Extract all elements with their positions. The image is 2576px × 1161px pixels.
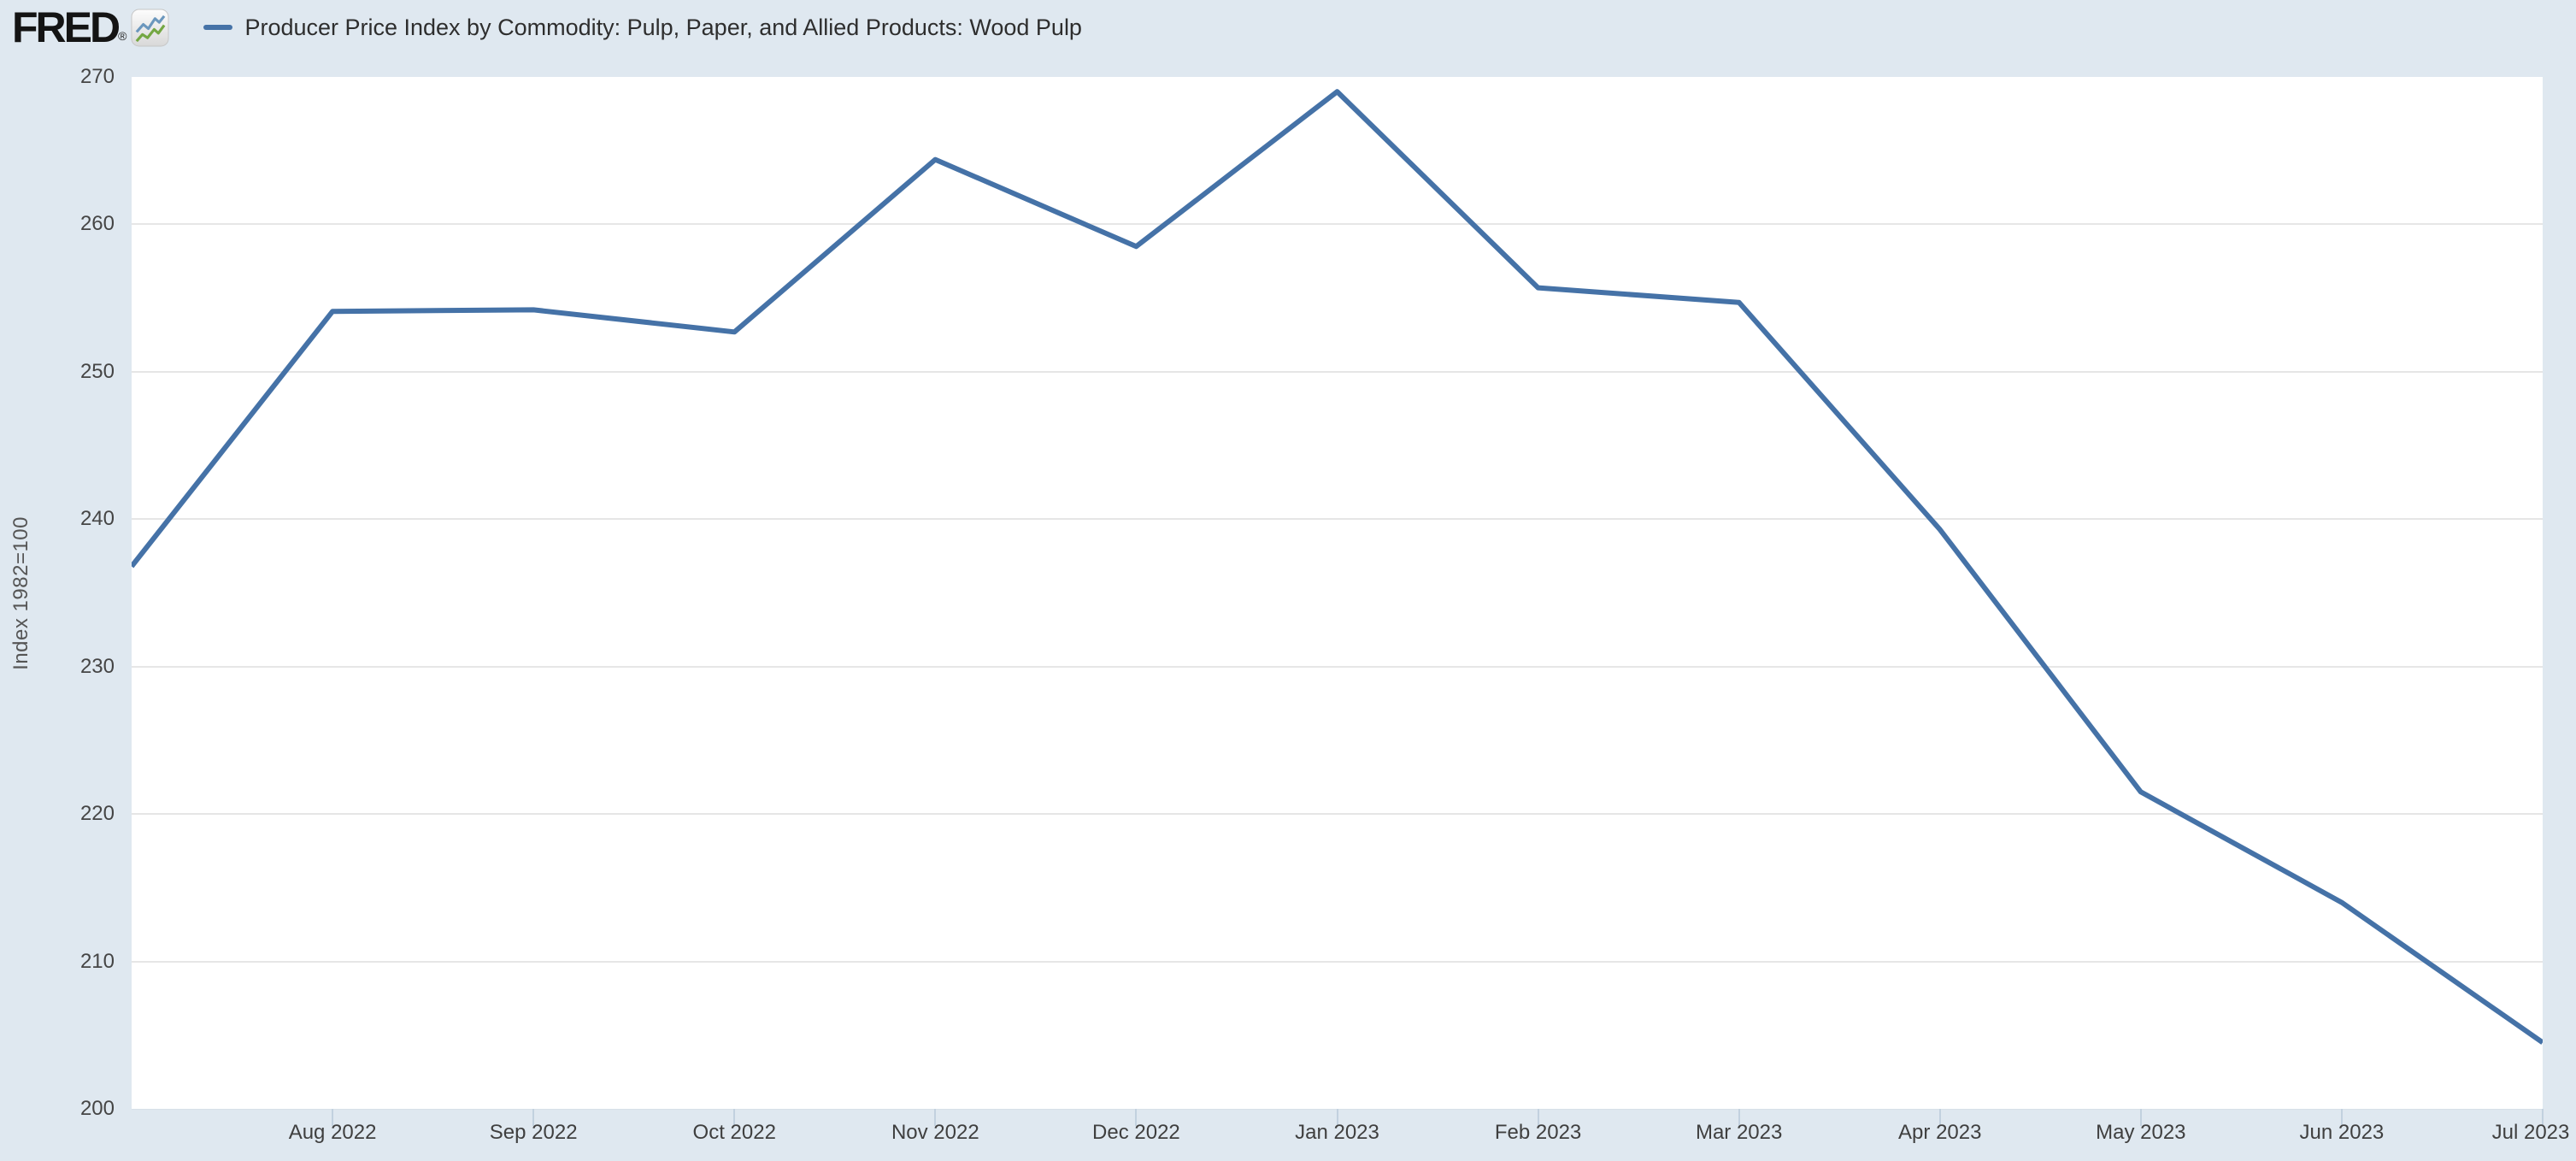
y-tick-label: 230 — [79, 654, 115, 678]
gridline — [132, 370, 2543, 373]
gridline — [132, 665, 2543, 668]
x-tick-label: Nov 2022 — [891, 1121, 979, 1144]
x-tick-mark — [1336, 1109, 1338, 1126]
x-tick-mark — [1537, 1109, 1539, 1126]
plot-area[interactable] — [132, 77, 2543, 1110]
legend: Producer Price Index by Commodity: Pulp,… — [203, 15, 1082, 41]
y-tick-label: 220 — [79, 802, 115, 826]
x-tick-mark — [1938, 1109, 1941, 1126]
x-tick-label: Dec 2022 — [1092, 1121, 1180, 1144]
x-tick-mark — [2340, 1109, 2343, 1126]
x-tick-label: Jul 2023 — [2491, 1121, 2570, 1144]
y-tick-label: 200 — [79, 1097, 115, 1120]
x-tick-label: Oct 2022 — [692, 1121, 776, 1144]
y-axis-title: Index 1982=100 — [9, 516, 32, 670]
x-tick-label: Aug 2022 — [288, 1121, 377, 1144]
y-tick-label: 210 — [79, 949, 115, 973]
x-tick-label: May 2023 — [2096, 1121, 2186, 1144]
x-tick-label: Sep 2022 — [489, 1121, 578, 1144]
gridline — [132, 223, 2543, 226]
series-chart — [132, 89, 2543, 1045]
fred-logo-text: FRED — [12, 3, 121, 51]
x-tick-label: Apr 2023 — [1898, 1121, 1982, 1144]
gridline — [132, 960, 2543, 963]
x-tick-mark — [2542, 1109, 2544, 1126]
x-tick-label: Jan 2023 — [1295, 1121, 1379, 1144]
legend-line-swatch — [203, 25, 233, 30]
gridline — [132, 518, 2543, 521]
legend-series-label: Producer Price Index by Commodity: Pulp,… — [244, 14, 1082, 40]
fred-sparkline-icon — [131, 8, 169, 47]
y-tick-label: 240 — [79, 507, 115, 531]
registered-trademark-mark: ® — [118, 29, 127, 43]
x-tick-mark — [1135, 1109, 1138, 1126]
x-tick-mark — [532, 1109, 535, 1126]
x-tick-mark — [1738, 1109, 1740, 1126]
series-line — [132, 89, 2543, 1045]
chart-header: FRED ® Producer Price Index by Commodity:… — [12, 0, 1082, 55]
x-tick-label: Mar 2023 — [1695, 1121, 1783, 1144]
x-tick-label: Jun 2023 — [2299, 1121, 2385, 1144]
x-tick-label: Feb 2023 — [1494, 1121, 1582, 1144]
fred-logo[interactable]: FRED ® — [12, 6, 169, 49]
y-tick-label: 250 — [79, 359, 115, 383]
x-tick-mark — [2139, 1109, 2142, 1126]
y-tick-label: 260 — [79, 212, 115, 236]
x-tick-mark — [733, 1109, 736, 1126]
x-tick-mark — [332, 1109, 334, 1126]
x-tick-mark — [934, 1109, 937, 1126]
y-tick-label: 270 — [79, 65, 115, 88]
gridline — [132, 813, 2543, 816]
